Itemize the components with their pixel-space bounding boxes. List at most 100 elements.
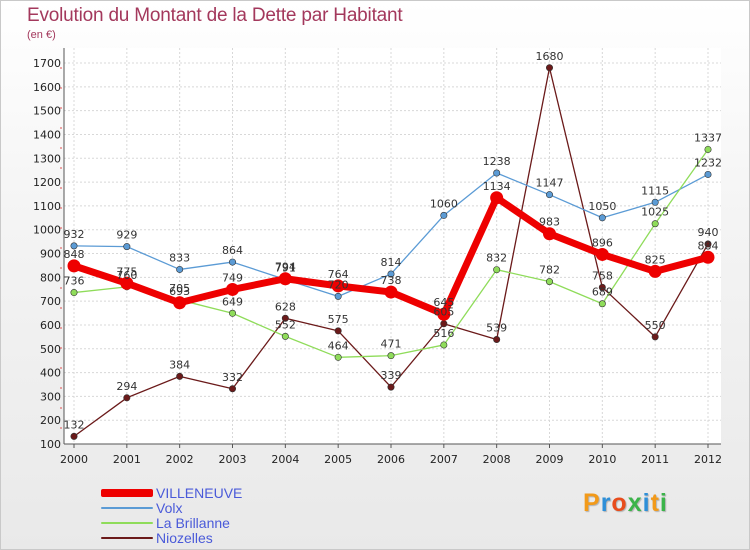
data-point xyxy=(229,258,237,266)
data-label: 575 xyxy=(328,313,349,326)
x-tick-label: 2010 xyxy=(588,453,616,466)
data-point xyxy=(334,327,342,335)
data-point xyxy=(331,279,345,293)
proxiti-logo: Proxiti xyxy=(583,489,668,518)
logo-letter: P xyxy=(583,489,601,517)
data-label: 848 xyxy=(64,248,85,261)
data-point xyxy=(176,265,184,273)
x-tick-label: 2008 xyxy=(483,453,511,466)
data-label: 782 xyxy=(539,264,560,277)
data-point xyxy=(278,272,292,286)
data-point xyxy=(384,285,398,299)
data-label: 705 xyxy=(169,282,190,295)
data-label: 760 xyxy=(116,269,137,282)
legend-label: VILLENEUVE xyxy=(156,484,243,501)
data-point xyxy=(176,372,184,380)
plot-area xyxy=(64,48,721,444)
data-label: 1025 xyxy=(641,206,669,219)
y-tick-label: 1100 xyxy=(33,200,61,213)
y-tick-label: 1000 xyxy=(33,224,61,237)
data-point xyxy=(704,170,712,178)
x-tick-label: 2001 xyxy=(113,453,141,466)
data-point xyxy=(701,250,715,264)
unit-label: (en €) xyxy=(27,29,56,41)
data-label: 775 xyxy=(116,265,137,278)
data-point xyxy=(334,353,342,361)
data-point xyxy=(387,270,395,278)
data-label: 132 xyxy=(64,418,85,431)
data-point xyxy=(595,247,609,261)
data-label: 689 xyxy=(592,286,613,299)
data-label: 1337 xyxy=(694,131,722,144)
legend-label: La Brillanne xyxy=(156,514,230,531)
data-label: 1680 xyxy=(536,50,564,63)
x-tick-label: 2000 xyxy=(60,453,88,466)
data-point xyxy=(545,64,553,72)
y-tick-label: 200 xyxy=(40,414,61,427)
data-label: 339 xyxy=(381,369,402,382)
logo-letter: t xyxy=(650,489,660,517)
data-point xyxy=(598,283,606,291)
data-point xyxy=(334,292,342,300)
data-label: 332 xyxy=(222,371,243,384)
data-point xyxy=(226,282,239,296)
logo-letter: o xyxy=(611,489,628,517)
x-tick-label: 2011 xyxy=(641,453,669,466)
data-label: 1115 xyxy=(641,184,669,197)
data-label: 464 xyxy=(328,339,349,352)
data-point xyxy=(281,332,289,340)
legend-item: Niozelles xyxy=(101,529,242,546)
legend: VILLENEUVE Volx La Brillanne Niozelles xyxy=(101,484,243,546)
x-tick-label: 2012 xyxy=(694,453,722,466)
data-label: 384 xyxy=(169,358,190,371)
data-point xyxy=(493,266,501,274)
legend-item: Volx xyxy=(101,499,242,516)
data-label: 693 xyxy=(169,285,190,298)
y-tick-label: 400 xyxy=(40,367,61,380)
legend-label: Volx xyxy=(156,499,183,516)
data-point xyxy=(648,264,662,278)
data-label: 884 xyxy=(698,239,719,252)
data-label: 516 xyxy=(433,327,454,340)
data-label: 932 xyxy=(64,228,85,241)
x-tick-label: 2005 xyxy=(324,453,352,466)
data-point xyxy=(440,211,448,219)
data-point xyxy=(651,198,659,206)
legend-swatch xyxy=(101,506,153,509)
logo-letter: i xyxy=(642,489,651,517)
x-tick-label: 2003 xyxy=(219,453,247,466)
data-label: 1060 xyxy=(430,197,458,210)
y-tick-label: 1200 xyxy=(33,176,61,189)
legend-swatch xyxy=(101,521,153,524)
data-label: 832 xyxy=(486,252,507,265)
x-tick-label: 2007 xyxy=(430,453,458,466)
y-tick-label: 800 xyxy=(40,271,61,284)
data-point xyxy=(70,242,78,250)
data-label: 628 xyxy=(275,300,296,313)
data-point xyxy=(67,259,81,273)
data-label: 814 xyxy=(381,256,402,269)
data-label: 738 xyxy=(381,274,402,287)
y-tick-label: 1300 xyxy=(33,152,61,165)
legend-label: Niozelles xyxy=(156,529,213,546)
data-point xyxy=(229,385,237,393)
data-point xyxy=(490,191,504,205)
legend-item: VILLENEUVE xyxy=(101,484,243,501)
data-point xyxy=(387,352,395,360)
y-tick-label: 1500 xyxy=(33,105,61,118)
data-label: 550 xyxy=(645,319,666,332)
y-tick-label: 700 xyxy=(40,295,61,308)
data-point xyxy=(440,341,448,349)
data-label: 791 xyxy=(275,261,296,274)
y-tick-label: 300 xyxy=(40,390,61,403)
data-point xyxy=(651,220,659,228)
data-point xyxy=(545,191,553,199)
data-label: 929 xyxy=(116,229,137,242)
data-point xyxy=(598,300,606,308)
data-label: 605 xyxy=(433,306,454,319)
data-point xyxy=(120,276,134,290)
logo-letter: x xyxy=(627,489,643,517)
data-label: 294 xyxy=(116,380,137,393)
logo-letter: i xyxy=(659,489,668,517)
